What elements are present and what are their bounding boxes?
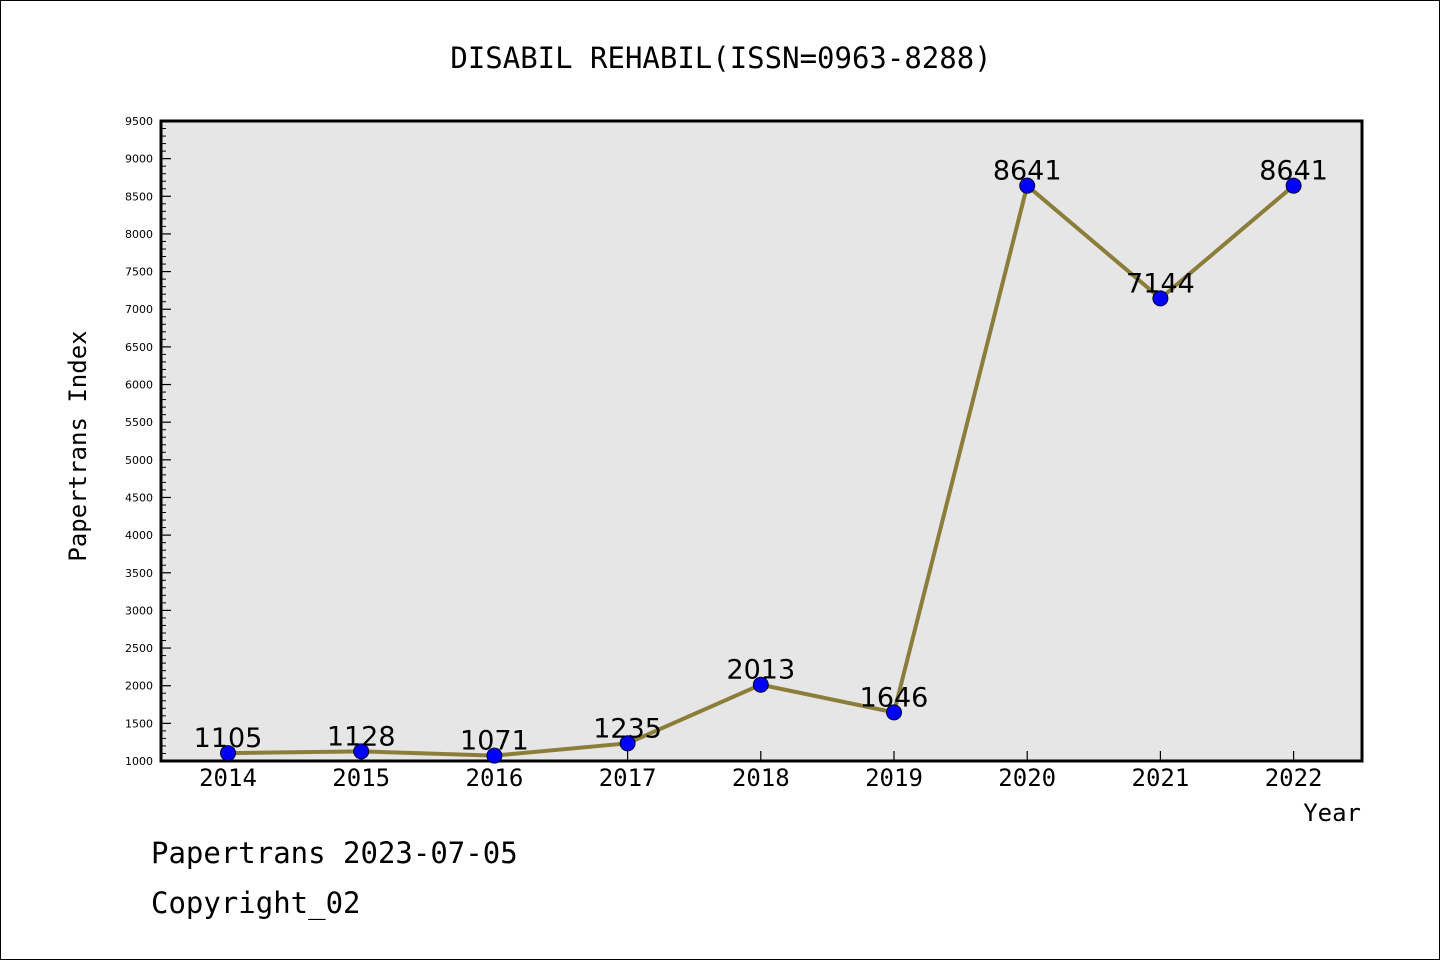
data-point (486, 747, 503, 764)
x-tick-label: 2022 (1265, 764, 1323, 792)
y-tick-label: 6000 (125, 379, 153, 392)
data-label: 8641 (1259, 156, 1328, 187)
data-point (1285, 177, 1302, 194)
y-tick-label: 8000 (125, 228, 153, 241)
y-axis-label: Papertrans Index (64, 330, 92, 561)
data-point (1152, 290, 1169, 307)
data-label: 8641 (993, 156, 1062, 187)
footer-date: Papertrans 2023-07-05 (151, 836, 518, 870)
x-tick-label: 2019 (865, 764, 923, 792)
y-tick-label: 5000 (125, 454, 153, 467)
y-tick-label: 3500 (125, 567, 153, 580)
series-layer: 1105 1128 1071 1235 2013 1646 8641 7144 8641 (194, 156, 1328, 764)
y-tick-label: 7000 (125, 303, 153, 316)
y-tick-label: 9000 (125, 153, 153, 166)
plot-area (159, 119, 1364, 763)
data-label: 1105 (194, 723, 263, 754)
x-tick-label: 2017 (599, 764, 657, 792)
y-tick-label: 2500 (125, 642, 153, 655)
y-tick-label: 4500 (125, 491, 153, 504)
chart-title: DISABIL REHABIL(ISSN=0963-8288) (450, 41, 991, 75)
data-label: 1071 (460, 726, 529, 757)
x-tick-label: 2015 (332, 764, 390, 792)
y-tick-label: 7500 (125, 266, 153, 279)
x-tick-label: 2018 (732, 764, 790, 792)
y-tick-label: 1500 (125, 717, 153, 730)
data-point (353, 743, 370, 760)
data-point (619, 735, 636, 752)
data-point (1019, 177, 1036, 194)
footer-copyright: Copyright_02 (151, 886, 361, 920)
y-tick-label: 4000 (125, 529, 153, 542)
data-point (752, 676, 769, 693)
x-tick-label: 2016 (466, 764, 524, 792)
y-tick-label: 8500 (125, 190, 153, 203)
x-tick-label: 2014 (199, 764, 257, 792)
data-point (886, 704, 902, 721)
data-label: 7144 (1126, 268, 1195, 299)
y-tick-label: 1000 (125, 755, 153, 768)
y-tick-label: 6500 (125, 341, 153, 354)
x-tick-label: 2020 (998, 764, 1056, 792)
x-axis: 2014 2015 2016 2017 2018 2019 2020 2021 2022 (199, 751, 1322, 792)
x-axis-label: Year (1303, 799, 1361, 827)
y-tick-label: 2000 (125, 680, 153, 693)
y-tick-label: 3000 (125, 604, 153, 617)
data-point (220, 745, 236, 762)
y-tick-label: 9500 (125, 115, 153, 128)
data-label: 2013 (726, 655, 795, 686)
y-tick-label: 5500 (125, 416, 153, 429)
data-label: 1235 (593, 713, 662, 744)
data-label: 1128 (327, 721, 396, 752)
x-tick-label: 2021 (1132, 764, 1190, 792)
y-axis: 1000 1500 2000 2500 3000 3500 4000 4500 5000 5500… (125, 115, 171, 768)
data-label: 1646 (860, 682, 929, 713)
